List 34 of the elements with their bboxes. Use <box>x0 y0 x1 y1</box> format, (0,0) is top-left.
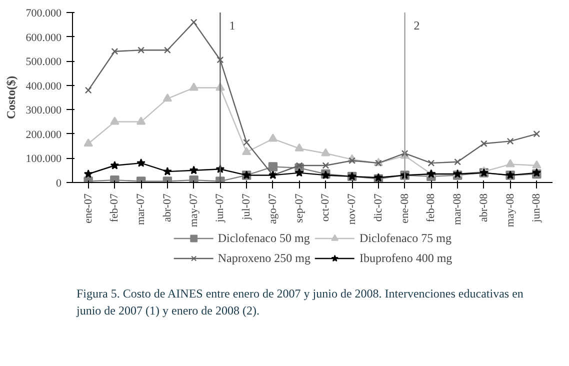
legend-label: Diclofenaco 75 mg <box>360 230 452 246</box>
x-tick-label: jun-08 <box>530 193 543 224</box>
y-tick-label: 500.000 <box>26 56 62 68</box>
legend-label: Diclofenaco 50 mg <box>218 230 310 246</box>
x-tick-label: abr-07 <box>161 193 174 222</box>
x-tick-label: ene-08 <box>398 193 411 224</box>
y-tick-label: 200.000 <box>26 128 62 141</box>
x-tick-label: abr-08 <box>478 193 490 222</box>
x-tick-label: may-08 <box>504 193 516 228</box>
x-tick-label: feb-07 <box>108 193 121 222</box>
x-tick-label: sep-07 <box>293 193 306 223</box>
ref-line-label: 2 <box>414 18 420 32</box>
ref-line-label: 1 <box>229 18 236 32</box>
x-tick-label: dic-07 <box>372 193 384 222</box>
legend-label: Naproxeno 250 mg <box>218 250 310 266</box>
x-tick-label: mar-07 <box>135 193 148 226</box>
y-tick-label: 100.000 <box>26 153 62 166</box>
x-tick-label: jul-07 <box>240 193 253 221</box>
x-tick-label: nov-07 <box>346 193 358 225</box>
y-tick-label: 300.000 <box>26 104 62 117</box>
x-tick-label: jun-07 <box>214 193 226 224</box>
x-tick-label: may-07 <box>188 193 200 228</box>
x-tick-label: ago-07 <box>266 193 279 224</box>
text: Figura 5. Costo de AINES entre enero de 2007 y junio de 2008. Intervenciones educativas en junio de 2007 (1) y enero de 2008 (2). <box>76 286 524 318</box>
y-tick-label: 600.000 <box>26 32 62 44</box>
x-tick-label: ene-07 <box>82 193 94 224</box>
x-tick-label: oct-07 <box>320 193 332 222</box>
x-tick-label: mar-08 <box>452 193 464 226</box>
legend-label: Ibuprofeno 400 mg <box>360 250 452 266</box>
y-tick-label: 0 <box>56 178 62 190</box>
y-tick-label: 700.000 <box>26 8 62 20</box>
x-tick-label: feb-08 <box>425 193 438 222</box>
y-axis-title: Costo($) <box>4 76 18 120</box>
y-tick-label: 400.000 <box>26 80 62 92</box>
